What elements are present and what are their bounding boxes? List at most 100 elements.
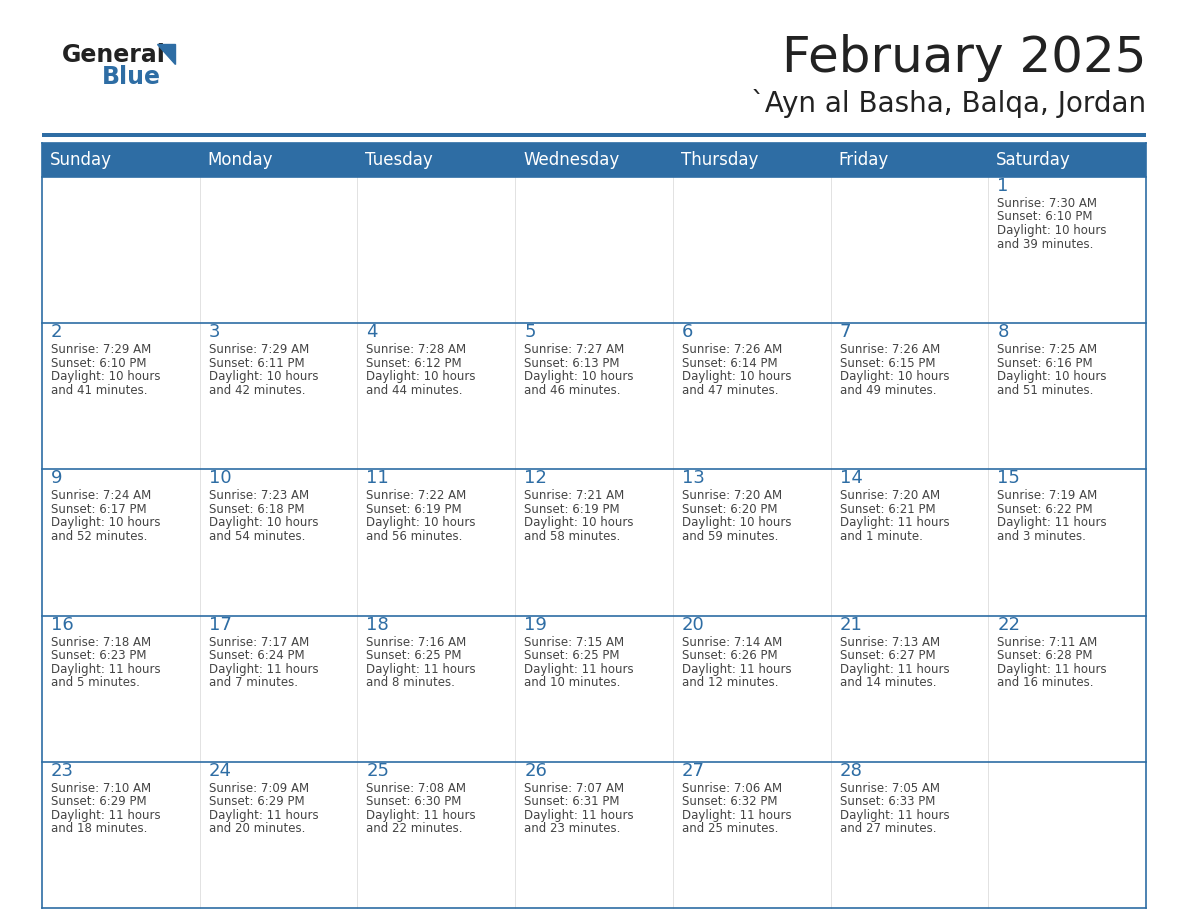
Text: Sunrise: 7:05 AM: Sunrise: 7:05 AM	[840, 782, 940, 795]
Text: Sunrise: 7:08 AM: Sunrise: 7:08 AM	[366, 782, 467, 795]
Text: Daylight: 10 hours: Daylight: 10 hours	[997, 370, 1107, 383]
Text: Sunday: Sunday	[50, 151, 112, 169]
Text: Daylight: 11 hours: Daylight: 11 hours	[51, 809, 160, 822]
Text: Sunrise: 7:20 AM: Sunrise: 7:20 AM	[840, 489, 940, 502]
Text: Sunrise: 7:13 AM: Sunrise: 7:13 AM	[840, 635, 940, 649]
Text: Daylight: 11 hours: Daylight: 11 hours	[997, 663, 1107, 676]
Bar	[830, 616, 988, 762]
Text: Sunset: 6:27 PM: Sunset: 6:27 PM	[840, 649, 935, 662]
Text: 4: 4	[366, 323, 378, 341]
Text: Sunset: 6:14 PM: Sunset: 6:14 PM	[682, 357, 777, 370]
Text: Daylight: 10 hours: Daylight: 10 hours	[51, 370, 160, 383]
Bar	[200, 616, 358, 762]
Text: Sunrise: 7:27 AM: Sunrise: 7:27 AM	[524, 343, 625, 356]
Text: 13: 13	[682, 469, 704, 487]
Text: and 46 minutes.: and 46 minutes.	[524, 384, 620, 397]
Text: Sunset: 6:19 PM: Sunset: 6:19 PM	[524, 503, 620, 516]
Text: Daylight: 10 hours: Daylight: 10 hours	[366, 370, 476, 383]
Text: 25: 25	[366, 762, 390, 779]
Bar	[516, 762, 672, 908]
Bar	[358, 469, 516, 616]
Text: Sunrise: 7:09 AM: Sunrise: 7:09 AM	[209, 782, 309, 795]
Text: 10: 10	[209, 469, 232, 487]
Text: Sunrise: 7:15 AM: Sunrise: 7:15 AM	[524, 635, 624, 649]
Text: Friday: Friday	[839, 151, 889, 169]
Text: and 47 minutes.: and 47 minutes.	[682, 384, 778, 397]
Bar	[672, 177, 830, 323]
Text: and 7 minutes.: and 7 minutes.	[209, 676, 298, 689]
Text: and 1 minute.: and 1 minute.	[840, 530, 922, 543]
Text: Sunset: 6:10 PM: Sunset: 6:10 PM	[51, 357, 146, 370]
Text: Sunrise: 7:26 AM: Sunrise: 7:26 AM	[682, 343, 782, 356]
Text: Sunrise: 7:28 AM: Sunrise: 7:28 AM	[366, 343, 467, 356]
Text: Sunrise: 7:22 AM: Sunrise: 7:22 AM	[366, 489, 467, 502]
Text: and 14 minutes.: and 14 minutes.	[840, 676, 936, 689]
Text: 8: 8	[997, 323, 1009, 341]
Bar	[358, 616, 516, 762]
Text: and 51 minutes.: and 51 minutes.	[997, 384, 1094, 397]
Text: Daylight: 10 hours: Daylight: 10 hours	[682, 517, 791, 530]
Bar	[358, 177, 516, 323]
Text: Sunset: 6:33 PM: Sunset: 6:33 PM	[840, 795, 935, 809]
Text: Daylight: 11 hours: Daylight: 11 hours	[840, 663, 949, 676]
Text: 2: 2	[51, 323, 63, 341]
Text: Daylight: 10 hours: Daylight: 10 hours	[51, 517, 160, 530]
Text: Daylight: 11 hours: Daylight: 11 hours	[209, 809, 318, 822]
Bar	[358, 762, 516, 908]
Text: Daylight: 11 hours: Daylight: 11 hours	[51, 663, 160, 676]
Bar	[200, 177, 358, 323]
Bar	[516, 323, 672, 469]
Bar	[830, 469, 988, 616]
Bar	[988, 469, 1146, 616]
Bar	[42, 133, 1146, 137]
Text: and 49 minutes.: and 49 minutes.	[840, 384, 936, 397]
Text: Sunrise: 7:23 AM: Sunrise: 7:23 AM	[209, 489, 309, 502]
Bar	[516, 616, 672, 762]
Text: Daylight: 11 hours: Daylight: 11 hours	[366, 809, 476, 822]
Text: Sunrise: 7:20 AM: Sunrise: 7:20 AM	[682, 489, 782, 502]
Bar	[42, 762, 200, 908]
Bar	[200, 469, 358, 616]
Text: 21: 21	[840, 616, 862, 633]
Bar	[672, 762, 830, 908]
Text: 9: 9	[51, 469, 63, 487]
Text: and 27 minutes.: and 27 minutes.	[840, 823, 936, 835]
Text: Sunset: 6:26 PM: Sunset: 6:26 PM	[682, 649, 777, 662]
Text: 11: 11	[366, 469, 390, 487]
Text: Daylight: 11 hours: Daylight: 11 hours	[840, 809, 949, 822]
Text: Sunset: 6:21 PM: Sunset: 6:21 PM	[840, 503, 935, 516]
Text: 27: 27	[682, 762, 704, 779]
Bar	[988, 762, 1146, 908]
Bar	[672, 469, 830, 616]
Text: Daylight: 11 hours: Daylight: 11 hours	[366, 663, 476, 676]
Bar	[988, 616, 1146, 762]
Text: Sunset: 6:19 PM: Sunset: 6:19 PM	[366, 503, 462, 516]
Text: Sunset: 6:31 PM: Sunset: 6:31 PM	[524, 795, 620, 809]
Text: and 23 minutes.: and 23 minutes.	[524, 823, 620, 835]
Text: Sunset: 6:17 PM: Sunset: 6:17 PM	[51, 503, 146, 516]
Text: and 39 minutes.: and 39 minutes.	[997, 238, 1094, 251]
Bar	[200, 323, 358, 469]
Text: and 8 minutes.: and 8 minutes.	[366, 676, 455, 689]
Text: Sunset: 6:25 PM: Sunset: 6:25 PM	[366, 649, 462, 662]
Bar	[830, 323, 988, 469]
Text: 14: 14	[840, 469, 862, 487]
Text: Sunset: 6:13 PM: Sunset: 6:13 PM	[524, 357, 620, 370]
Text: Thursday: Thursday	[681, 151, 758, 169]
Text: and 18 minutes.: and 18 minutes.	[51, 823, 147, 835]
Bar	[988, 177, 1146, 323]
Text: 7: 7	[840, 323, 851, 341]
Text: Sunset: 6:15 PM: Sunset: 6:15 PM	[840, 357, 935, 370]
Text: Sunset: 6:18 PM: Sunset: 6:18 PM	[209, 503, 304, 516]
Text: and 5 minutes.: and 5 minutes.	[51, 676, 140, 689]
Text: Sunrise: 7:17 AM: Sunrise: 7:17 AM	[209, 635, 309, 649]
Text: 1: 1	[997, 177, 1009, 195]
Text: and 12 minutes.: and 12 minutes.	[682, 676, 778, 689]
Text: Sunrise: 7:29 AM: Sunrise: 7:29 AM	[51, 343, 151, 356]
Text: Sunrise: 7:07 AM: Sunrise: 7:07 AM	[524, 782, 624, 795]
Text: Daylight: 11 hours: Daylight: 11 hours	[524, 809, 633, 822]
Bar	[200, 762, 358, 908]
Text: Daylight: 11 hours: Daylight: 11 hours	[682, 809, 791, 822]
Bar	[672, 323, 830, 469]
Bar	[42, 616, 200, 762]
